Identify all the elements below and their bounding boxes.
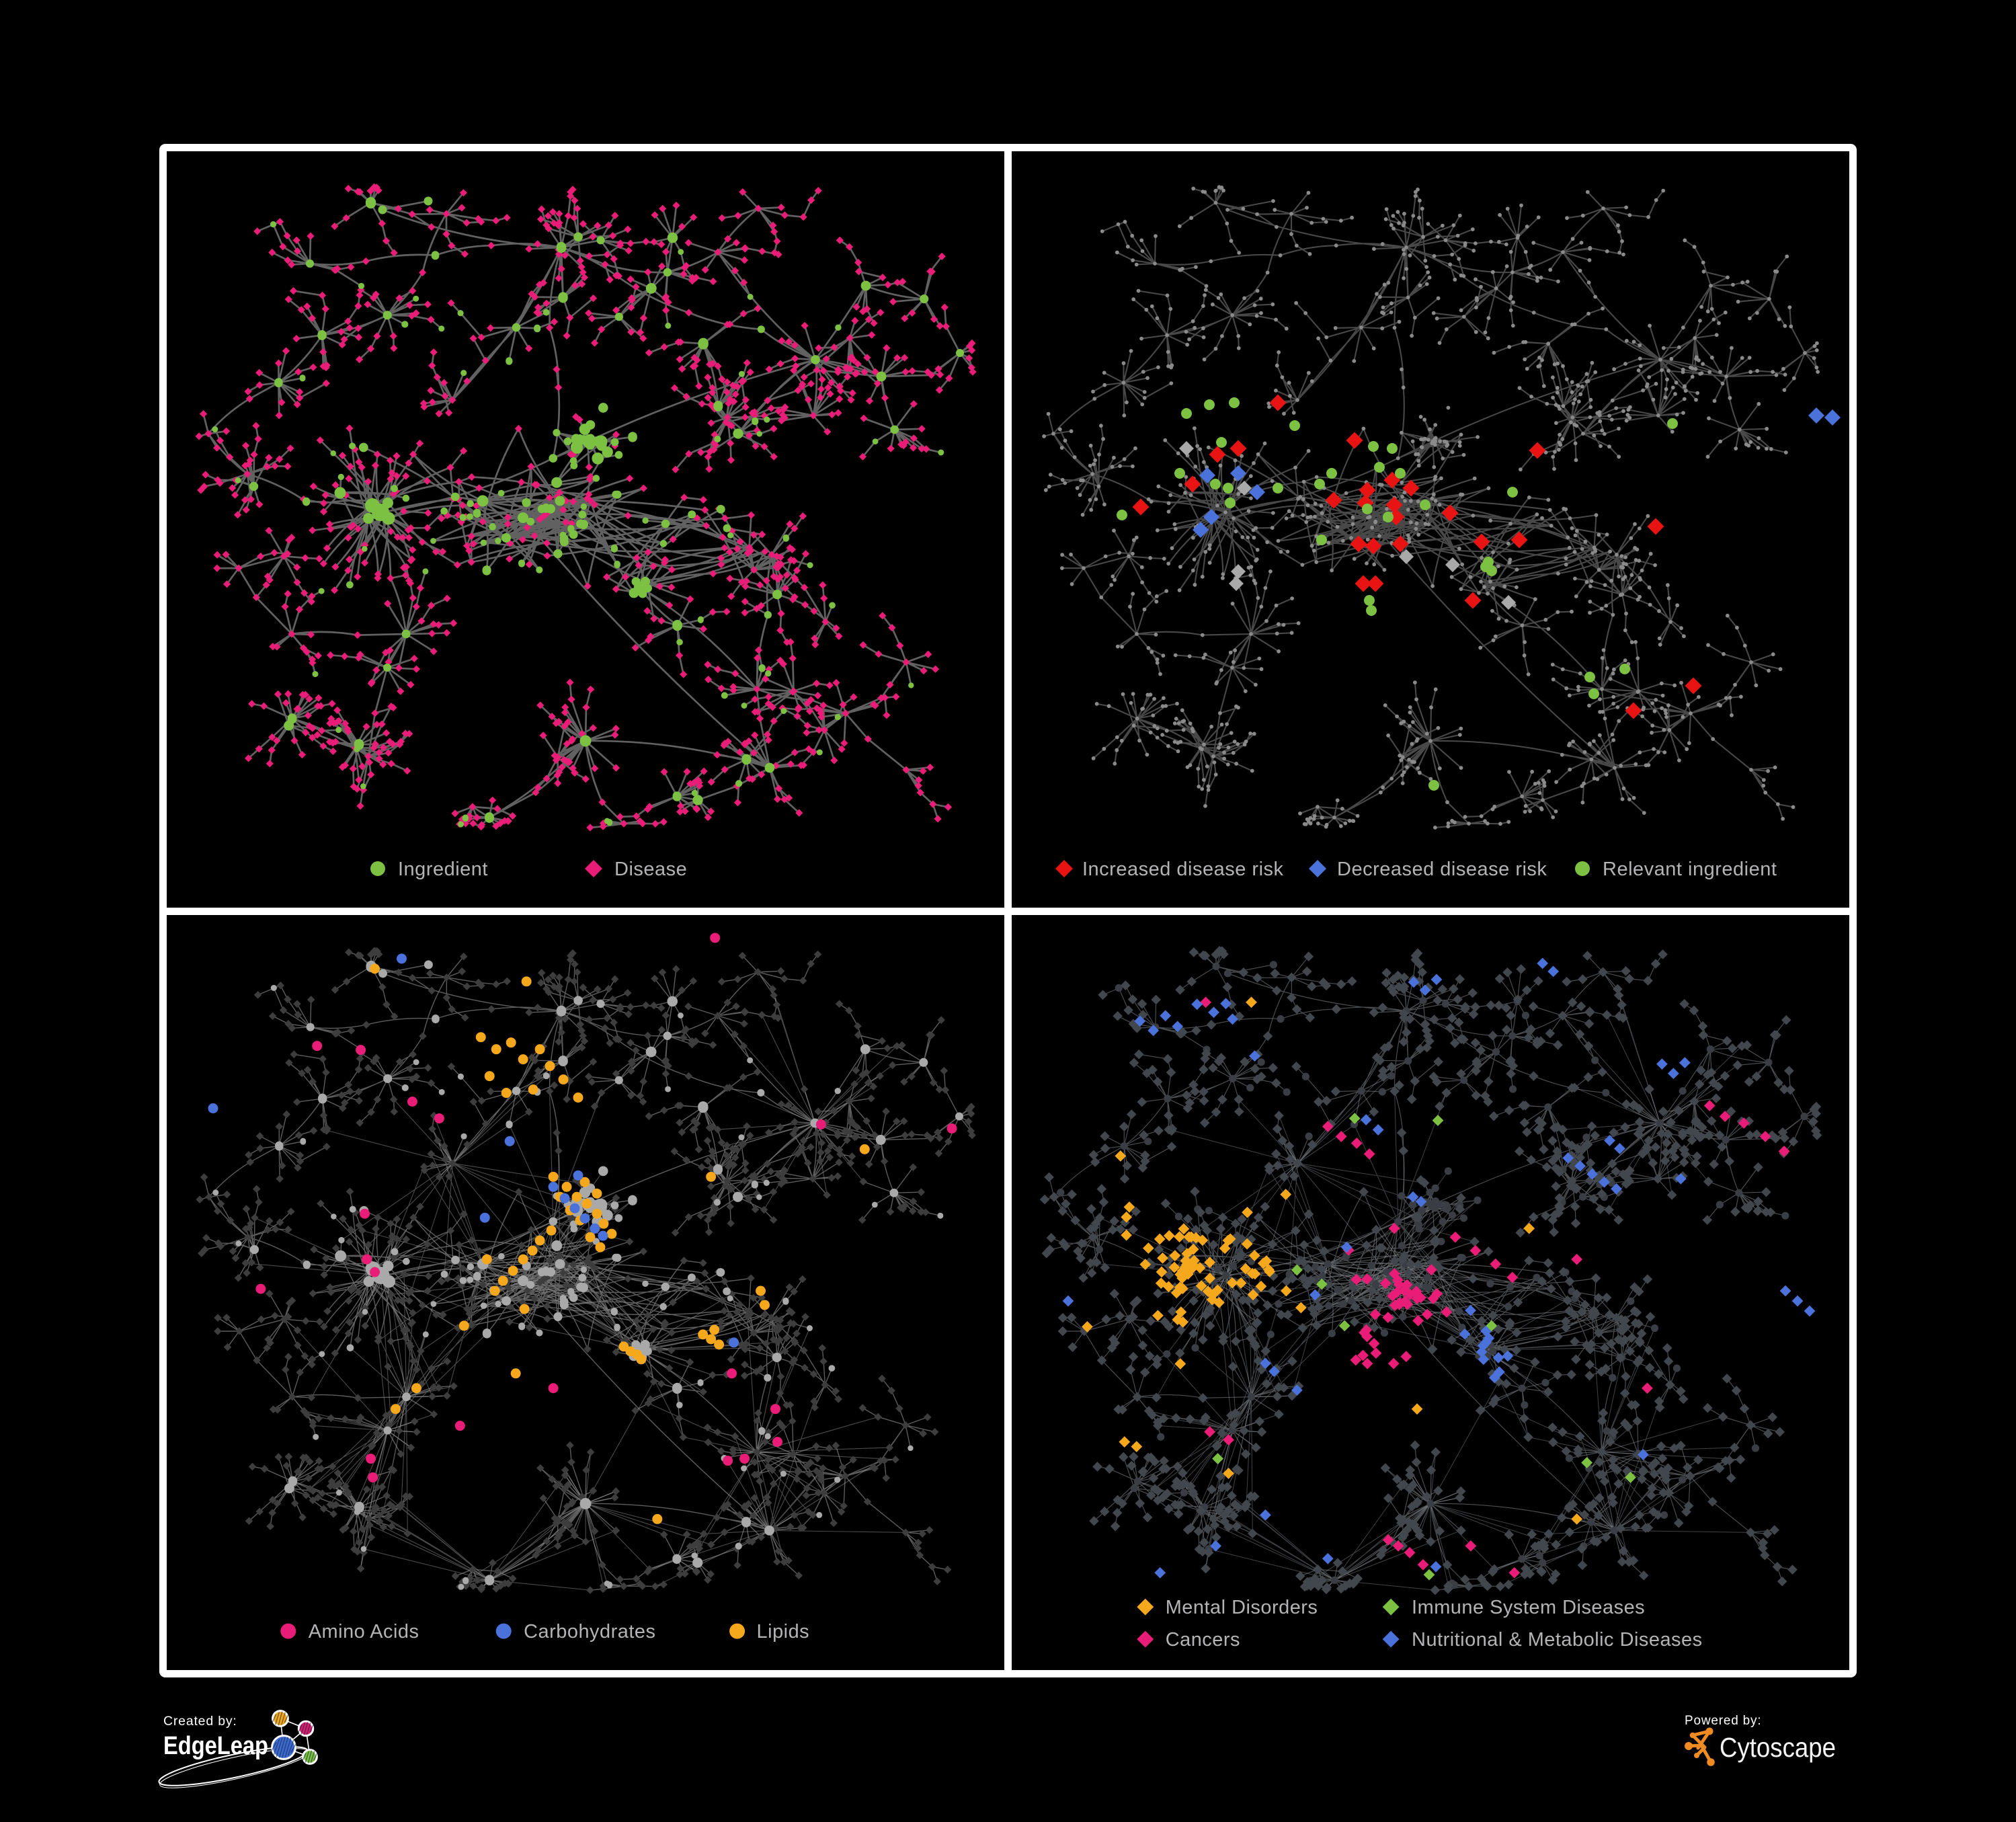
svg-text:Disease: Disease — [614, 859, 687, 880]
svg-text:Powered by:: Powered by: — [1685, 1714, 1761, 1728]
svg-text:Cancers: Cancers — [1166, 1629, 1240, 1651]
svg-text:Mental Disorders: Mental Disorders — [1166, 1597, 1318, 1618]
svg-text:Nutritional & Metabolic Diseas: Nutritional & Metabolic Diseases — [1412, 1629, 1703, 1651]
svg-text:Lipids: Lipids — [757, 1621, 810, 1642]
svg-text:Carbohydrates: Carbohydrates — [524, 1621, 655, 1642]
svg-text:Cytoscape: Cytoscape — [1720, 1732, 1836, 1763]
svg-text:EdgeLeap: EdgeLeap — [163, 1732, 268, 1760]
svg-text:Immune System Diseases: Immune System Diseases — [1412, 1597, 1645, 1618]
svg-text:Amino Acids: Amino Acids — [309, 1621, 419, 1642]
svg-text:Increased disease risk: Increased disease risk — [1082, 859, 1284, 880]
svg-text:Decreased disease risk: Decreased disease risk — [1337, 859, 1547, 880]
svg-text:Created by:: Created by: — [163, 1714, 237, 1729]
svg-text:Relevant ingredient: Relevant ingredient — [1603, 859, 1777, 880]
svg-text:Ingredient: Ingredient — [398, 859, 488, 880]
